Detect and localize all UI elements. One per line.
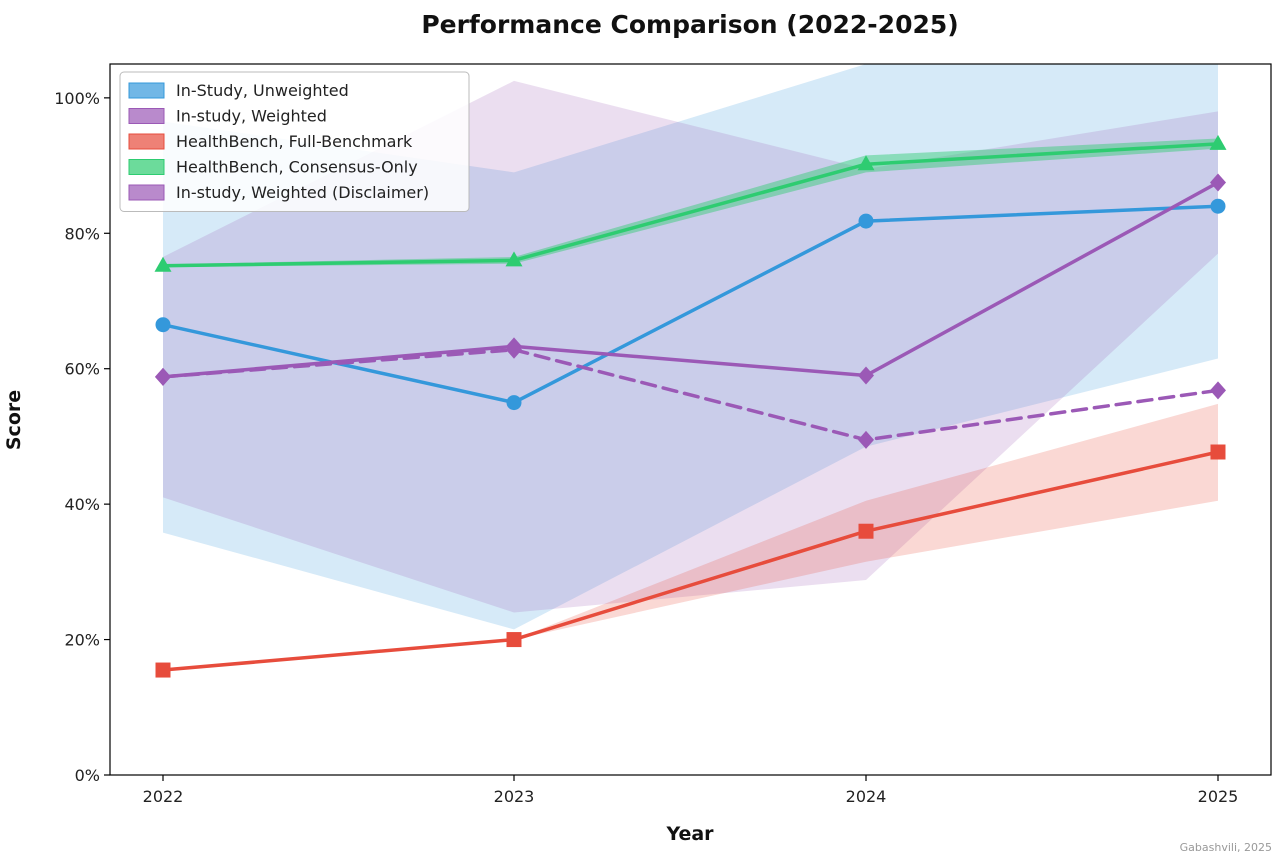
y-tick-label: 20% [64, 631, 100, 650]
x-tick-label: 2023 [494, 787, 535, 806]
legend-label-1: In-study, Weighted [176, 107, 327, 126]
marker-series-0-2024 [858, 213, 874, 229]
line-series-4 [161, 348, 1220, 442]
marker-series-1-2025 [1210, 173, 1226, 192]
legend-label-0: In-Study, Unweighted [176, 81, 349, 100]
marker-series-0-2025 [1210, 198, 1226, 214]
legend-swatch-1 [128, 108, 165, 124]
band-series-1 [163, 80, 1218, 613]
marker-series-0-2023 [506, 395, 522, 411]
credit-text: Gabashvili, 2025 [1180, 841, 1272, 854]
marker-series-2-2024 [858, 523, 874, 539]
y-tick-label: 100% [54, 89, 100, 108]
y-tick-label: 40% [64, 495, 100, 514]
marker-series-3-2022 [154, 256, 172, 272]
legend: In-Study, Unweighted In-study, Weighted He… [119, 71, 470, 212]
legend-swatch-2 [128, 133, 165, 150]
y-tick-label: 60% [64, 360, 100, 379]
x-axis-title: Year [665, 823, 714, 845]
marker-series-4-2022 [155, 367, 171, 386]
marker-series-3-2023 [505, 251, 523, 267]
y-tick-label: 80% [64, 224, 100, 243]
marker-series-0-2022 [155, 317, 171, 333]
x-tick-label: 2025 [1198, 787, 1239, 806]
legend-label-3: HealthBench, Consensus-Only [176, 158, 418, 177]
marker-series-3-2024 [857, 155, 875, 171]
axes: 0% 20% 40% 60% 80% 100% 2022 2023 2024 2025 [54, 89, 1238, 806]
line-series-2 [161, 450, 1220, 672]
x-tick-label: 2022 [143, 787, 184, 806]
y-tick-label: 0% [75, 766, 100, 785]
marker-series-2-2025 [1210, 444, 1226, 460]
legend-label-4: In-study, Weighted (Disclaimer) [176, 183, 429, 202]
marker-series-1-2024 [858, 366, 874, 385]
marker-series-4-2024 [858, 430, 874, 449]
legend-swatch-0 [128, 82, 165, 99]
line-series-3 [161, 142, 1220, 268]
band-series-2 [163, 403, 1218, 671]
series-markers [154, 134, 1227, 678]
legend-swatch-4 [128, 184, 165, 201]
marker-series-4-2023 [506, 340, 522, 359]
marker-series-3-2025 [1209, 134, 1227, 150]
marker-series-2-2022 [155, 662, 171, 678]
plot-area-frame [109, 63, 1272, 776]
legend-box [119, 71, 470, 212]
chart-title: Performance Comparison (2022-2025) [421, 10, 958, 39]
marker-series-4-2025 [1210, 381, 1226, 400]
series-lines [161, 142, 1220, 672]
x-tick-label: 2024 [846, 787, 887, 806]
marker-series-2-2023 [506, 632, 522, 648]
y-axis-title: Score [3, 390, 25, 450]
legend-swatch-3 [128, 159, 165, 175]
legend-label-2: HealthBench, Full-Benchmark [176, 132, 413, 151]
